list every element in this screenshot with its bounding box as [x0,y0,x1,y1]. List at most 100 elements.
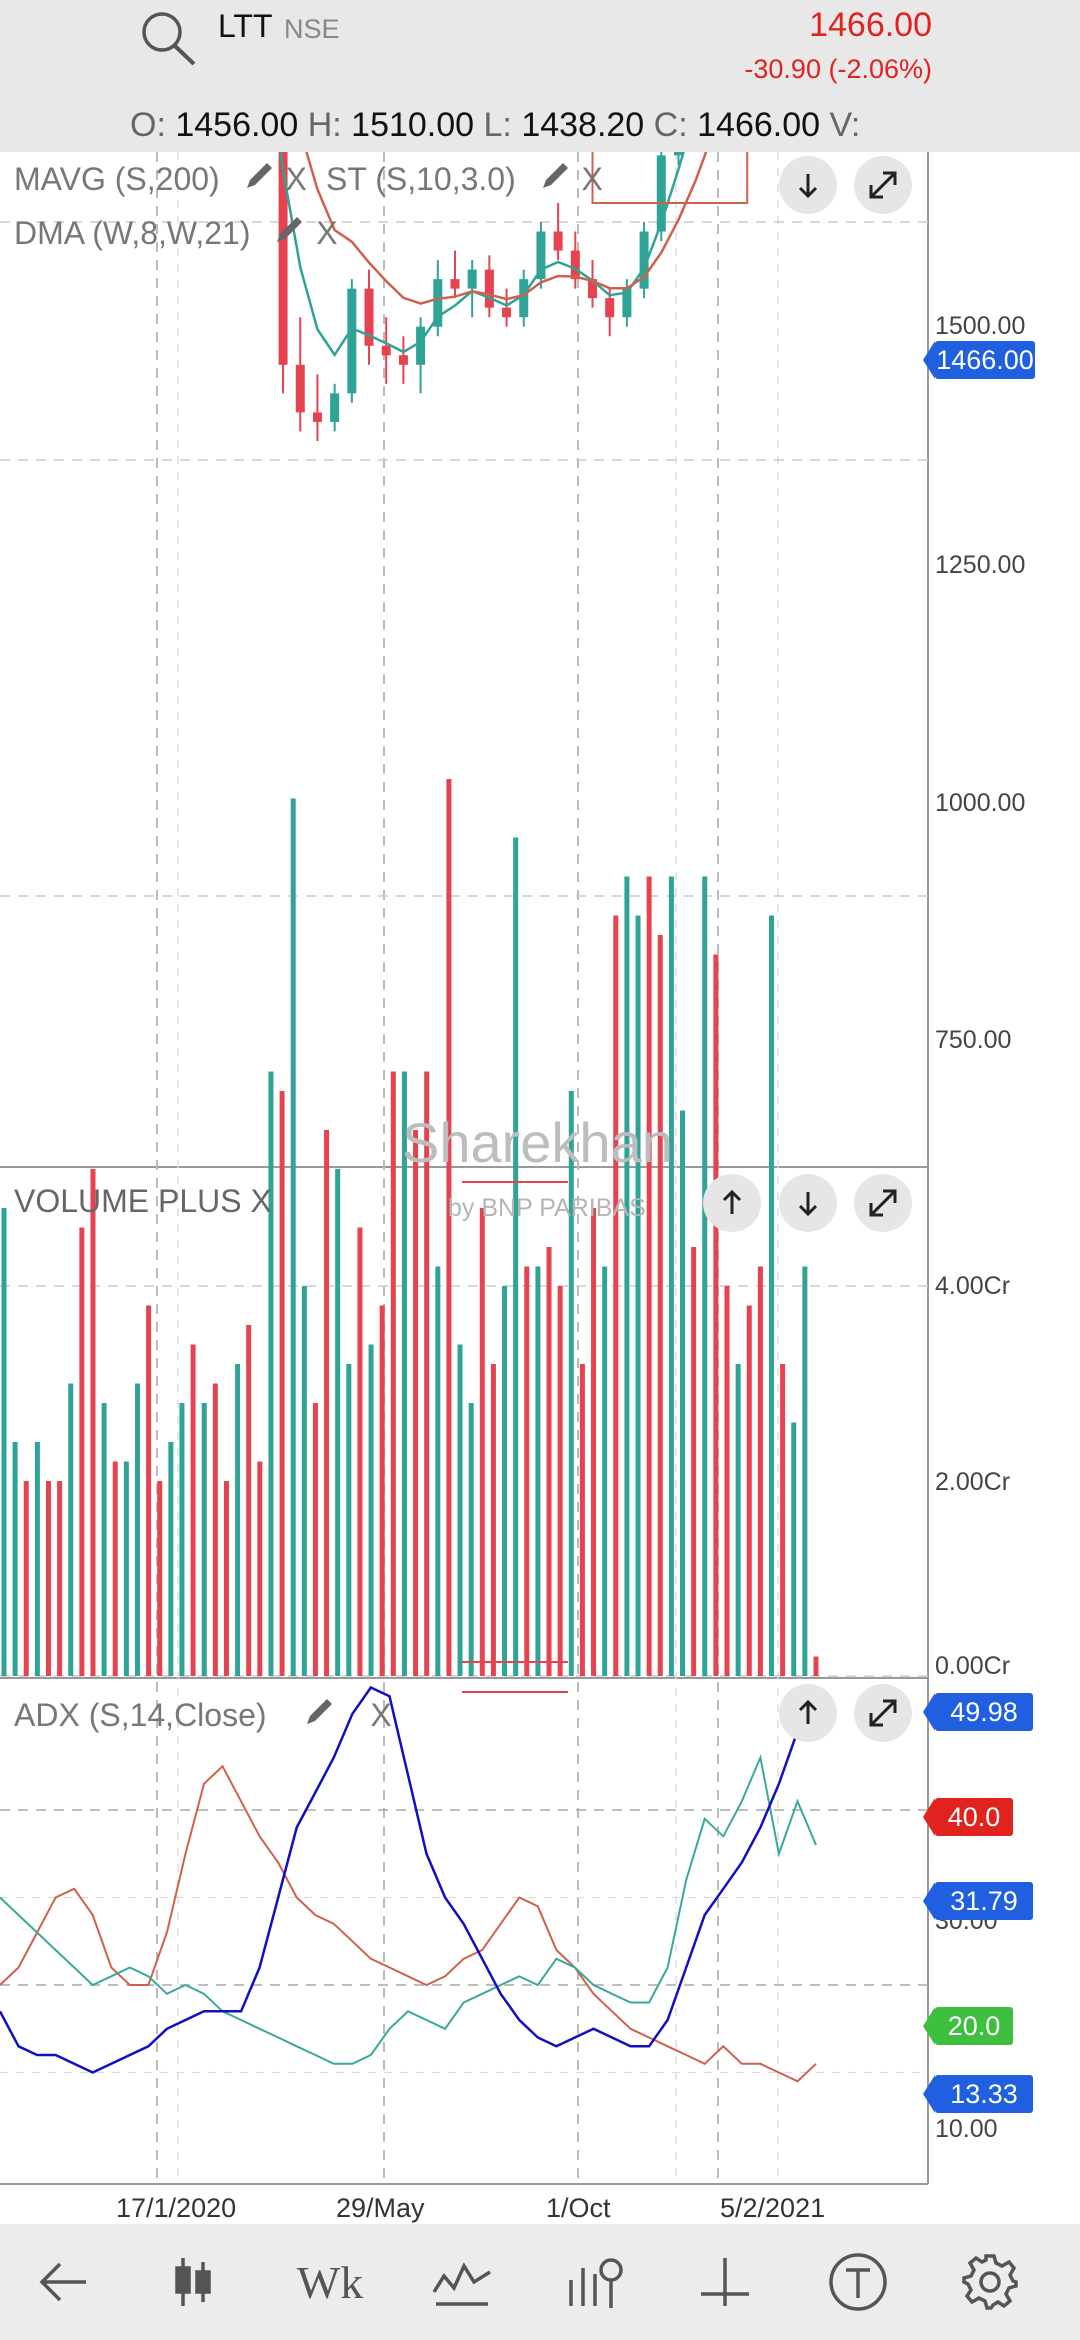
candle-body [278,152,288,365]
volume-bar [624,876,630,1676]
indicator-mavg-label: MAVG (S,200) [14,161,220,197]
candlestick-icon [175,2258,211,2306]
pencil-icon[interactable] [301,1694,337,1730]
volume-bar [257,1461,263,1676]
pencil-icon[interactable] [241,158,277,194]
volume-bar [479,1208,485,1676]
settings-button[interactable] [940,2224,1040,2340]
back-button[interactable] [14,2224,114,2340]
adx-tag-adx: 49.98 [923,1693,1033,1731]
volume-bar [90,1169,96,1676]
candle-body [364,288,374,346]
indicator-st-label: ST (S,10,3.0) [326,161,516,197]
volume-bar [312,1403,318,1676]
volume-bar [335,1169,341,1676]
indicator-adx-label: ADX (S,14,Close) [14,1697,267,1733]
candle-body [433,279,443,327]
volume-panel-expand-button[interactable] [854,1174,912,1232]
plus-di-line [0,1754,817,2065]
volume-bar [591,1208,597,1676]
candle-body [347,288,357,394]
arrow-up-icon [722,1189,742,1214]
text-tool-icon [829,2253,887,2311]
indicator-dma-close[interactable]: X [316,215,338,251]
price-panel-down-button[interactable] [779,156,837,214]
volume-bar [435,1266,441,1676]
volume-panel-down-button[interactable] [779,1174,837,1232]
draw-tool-button[interactable] [412,2224,512,2340]
date-label-3: 1/Oct [546,2193,611,2223]
date-label-4: 5/2/2021 [720,2193,826,2223]
supertrend-line [591,152,749,204]
candle-body [381,345,391,356]
adx-tag-plus-di: 31.79 [923,1882,1033,1920]
volume-bar [513,837,519,1676]
symbol-name[interactable]: LTT [218,8,273,44]
price-panel-expand-button[interactable] [854,156,912,214]
ohlc-high: 1510.00 [351,106,475,144]
volume-bar [235,1364,241,1676]
volume-axis-4cr: 4.00Cr [935,1272,1011,1300]
volume-bar [201,1403,207,1676]
indicator-adx[interactable]: ADX (S,14,Close) X [14,1694,392,1734]
indicator-mavg-close[interactable]: X [285,161,307,197]
volume-panel-title[interactable]: VOLUME PLUS X [14,1183,272,1219]
volume-bar [68,1383,74,1676]
chart-area[interactable] [0,152,1080,2224]
price-axis-750: 750.00 [935,1026,1012,1054]
indicator-dma[interactable]: DMA (W,8,W,21) X [14,212,338,252]
volume-bar [746,1305,752,1676]
volume-bar [579,1364,585,1676]
search-icon[interactable] [136,4,200,68]
volume-bar [791,1422,797,1676]
volume-bar [702,876,708,1676]
indicator-st-close[interactable]: X [581,161,603,197]
last-price-tag: 1466.00 [923,341,1035,379]
adx-tag-20: 20.0 [923,2007,1013,2045]
adx-panel-up-button[interactable] [779,1684,837,1742]
timeframe-button[interactable]: Wk [280,2224,380,2340]
volume-bar [368,1344,374,1676]
ohlc-high-key: H: [298,106,352,144]
candle-body [536,231,546,280]
adx-panel-expand-button[interactable] [854,1684,912,1742]
candle-body [398,355,408,365]
volume-bar [713,954,719,1676]
pencil-icon[interactable] [271,212,307,248]
text-tool-button[interactable] [808,2224,908,2340]
arrow-down-icon [798,1192,818,1217]
candle-body [484,269,494,308]
volume-bar [813,1656,819,1676]
volume-bar [179,1403,185,1676]
volume-bar [290,798,296,1676]
volume-bar [123,1461,129,1676]
volume-bar [212,1383,218,1676]
ohlc-low: 1438.20 [521,106,645,144]
back-arrow-icon [39,2262,86,2302]
chart-type-button[interactable] [143,2224,243,2340]
volume-bar [680,1110,686,1676]
ohlc-close-key: C: [644,106,698,144]
expand-icon [869,1189,897,1217]
volume-bar [668,876,674,1676]
indicator-button[interactable] [545,2224,645,2340]
indicator-icon [569,2258,623,2308]
volume-bar [468,1403,474,1676]
indicator-mavg[interactable]: MAVG (S,200) X [14,158,307,198]
indicator-st[interactable]: ST (S,10,3.0) X [326,158,603,198]
candle-body [467,269,477,289]
price-axis-1250: 1250.00 [935,551,1026,579]
arrow-down-icon [798,174,818,199]
volume-bar [502,1286,508,1676]
volume-bar [735,1364,741,1676]
volume-bar [446,779,452,1676]
volume-panel-up-button[interactable] [703,1174,761,1232]
draw-tool-icon [432,2262,491,2306]
indicator-adx-close[interactable]: X [370,1697,392,1733]
volume-bar [268,1071,274,1676]
volume-bar [57,1481,63,1676]
pencil-icon[interactable] [537,158,573,194]
volume-bar [635,915,641,1676]
crosshair-button[interactable] [675,2224,775,2340]
ohlc-open: 1456.00 [175,106,299,144]
